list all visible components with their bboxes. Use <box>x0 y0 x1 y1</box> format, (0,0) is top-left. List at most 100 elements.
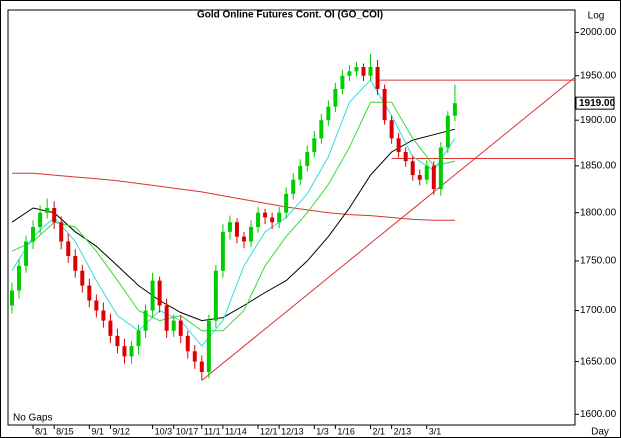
candle-body <box>284 193 289 213</box>
candle-body <box>256 212 261 228</box>
y-tick-label: 1950.00 <box>580 70 617 81</box>
candle-body <box>445 115 450 148</box>
candle-body <box>24 241 29 266</box>
y-tick-label: 1850.00 <box>580 160 617 171</box>
x-tick-label: 11/1 <box>204 426 221 436</box>
x-tick-label: 12/13 <box>281 426 304 436</box>
x-tick-label: 8/1 <box>35 426 48 436</box>
y-tick-label: 1900.00 <box>580 115 617 126</box>
candle-body <box>375 66 380 89</box>
y-tick-label: 1650.00 <box>580 356 617 367</box>
candle-body <box>277 212 282 223</box>
candle-body <box>115 335 120 347</box>
candle-body <box>17 265 22 291</box>
x-tick-label: 1/3 <box>316 426 329 436</box>
x-tick-label: 12/1 <box>260 426 278 436</box>
candle-body <box>403 152 408 162</box>
last-price-label: 1919.00 <box>579 98 616 109</box>
candle-body <box>333 88 338 107</box>
candle-body <box>122 346 127 357</box>
scale-label: Log <box>588 11 605 22</box>
candle-body <box>241 236 246 242</box>
candle-body <box>129 346 134 357</box>
trend-line <box>201 76 576 381</box>
candle-body <box>213 270 218 321</box>
candle-body <box>340 75 345 89</box>
moving-average <box>11 79 456 347</box>
candle-body <box>382 88 387 121</box>
x-tick-label: 9/12 <box>112 426 130 436</box>
candle-body <box>305 152 310 166</box>
candle-body <box>199 361 204 373</box>
candle-body <box>108 320 113 336</box>
candle-body <box>87 285 92 301</box>
candle-body <box>249 227 254 242</box>
candle-body <box>326 106 331 121</box>
candle-body <box>150 280 155 311</box>
candle-body <box>319 120 324 139</box>
candle-body <box>157 280 162 306</box>
x-tick-label: 2/1 <box>373 426 386 436</box>
candle-body <box>136 330 141 347</box>
x-tick-label: 8/15 <box>56 426 74 436</box>
candle-body <box>396 138 401 153</box>
candle-body <box>143 310 148 331</box>
candle-body <box>164 305 169 331</box>
candle-body <box>410 161 415 176</box>
moving-average <box>11 101 456 332</box>
candle-body <box>52 207 57 223</box>
candle-body <box>185 335 190 352</box>
x-tick-label: 9/1 <box>91 426 104 436</box>
candle-body <box>80 270 85 286</box>
y-tick-label: 2000.00 <box>580 27 617 38</box>
candle-body <box>59 222 64 242</box>
x-tick-label: 3/1 <box>429 426 442 436</box>
candle-body <box>417 175 422 180</box>
candle-body <box>361 66 366 76</box>
x-tick-label: 2/13 <box>394 426 412 436</box>
candle-body <box>10 290 14 306</box>
candle-body <box>368 66 373 76</box>
candle-body <box>389 120 394 139</box>
y-tick-label: 1700.00 <box>580 305 617 316</box>
candle-body <box>291 179 296 194</box>
candle-body <box>220 231 225 271</box>
y-tick-label: 1600.00 <box>580 409 617 420</box>
candle-body <box>227 222 232 232</box>
candle-body <box>178 320 183 336</box>
candle-body <box>438 147 443 190</box>
candle-body <box>312 138 317 153</box>
candle-body <box>431 165 436 190</box>
note: No Gaps <box>13 413 52 424</box>
candle-body <box>452 103 457 116</box>
candle-body <box>192 351 197 362</box>
candle-body <box>263 212 268 218</box>
candle-body <box>66 241 71 257</box>
x-tick-label: 11/14 <box>225 426 247 436</box>
candle-body <box>234 222 239 237</box>
candle-body <box>424 165 429 180</box>
x-tick-label: 1/16 <box>337 426 355 436</box>
chart-title: Gold Online Futures Cont. OI (GO_COI) <box>197 10 383 21</box>
last-price-box <box>575 96 615 110</box>
candle-body <box>94 300 99 311</box>
candle-body <box>38 212 43 228</box>
candle-body <box>73 256 78 271</box>
candle-body <box>45 207 50 213</box>
x-tick-label: 10/3 <box>155 426 173 436</box>
candle-body <box>347 71 352 76</box>
candle-body <box>298 165 303 180</box>
candle-body <box>171 320 176 331</box>
candle-body <box>354 66 359 72</box>
moving-average <box>12 172 455 221</box>
candle-body <box>270 217 275 223</box>
candle-body <box>31 227 36 242</box>
candle-body <box>206 320 211 373</box>
period-label: Day <box>591 427 609 438</box>
candle-body <box>101 310 106 321</box>
y-tick-label: 1800.00 <box>580 207 617 218</box>
x-tick-label: 10/17 <box>176 426 199 436</box>
plot-area <box>7 9 576 426</box>
